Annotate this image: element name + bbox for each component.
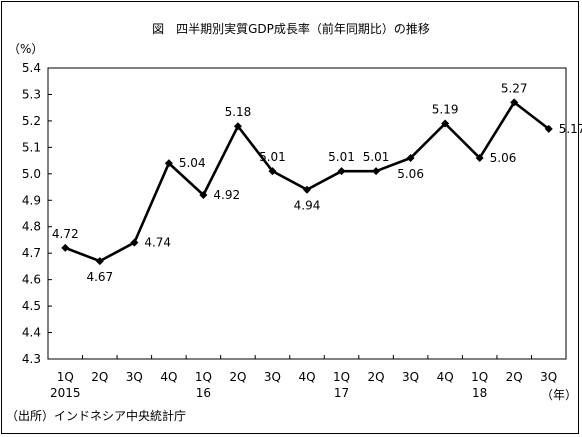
data-label: 4.94 [294, 199, 321, 213]
y-tick-label: 4.4 [22, 326, 41, 340]
data-point-marker [268, 167, 277, 176]
y-tick-label: 4.8 [22, 220, 41, 234]
y-axis-unit-label: （%） [8, 42, 43, 56]
y-tick-label: 4.9 [22, 193, 41, 207]
x-tick-label: 1Q [333, 370, 350, 384]
year-label: 17 [334, 386, 349, 400]
x-tick-label: 4Q [298, 370, 315, 384]
y-tick-label: 5.4 [22, 61, 41, 75]
y-tick-label: 4.5 [22, 299, 41, 313]
data-label: 4.74 [144, 236, 171, 250]
x-tick-label: 3Q [402, 370, 419, 384]
x-tick-label: 2Q [368, 370, 385, 384]
x-tick-label: 3Q [126, 370, 143, 384]
y-tick-label: 4.3 [22, 352, 41, 366]
data-label: 5.01 [328, 150, 355, 164]
year-label: 18 [472, 386, 487, 400]
year-label: 2015 [50, 386, 81, 400]
data-point-marker [544, 124, 553, 133]
data-point-marker [164, 159, 173, 168]
data-label: 5.01 [259, 150, 286, 164]
data-point-marker [95, 257, 104, 266]
data-label: 4.67 [86, 270, 113, 284]
data-point-marker [372, 167, 381, 176]
data-label: 5.06 [397, 167, 424, 181]
data-point-marker [199, 190, 208, 199]
data-label: 5.18 [225, 105, 252, 119]
data-label: 4.72 [52, 227, 79, 241]
data-point-marker [61, 243, 70, 252]
data-label: 5.01 [363, 150, 390, 164]
x-tick-label: 3Q [540, 370, 557, 384]
data-point-marker [303, 185, 311, 194]
data-label: 4.92 [213, 188, 240, 202]
x-tick-label: 2Q [229, 370, 246, 384]
data-point-marker [130, 238, 139, 247]
x-tick-label: 3Q [264, 370, 281, 384]
x-axis-unit-label: （年） [541, 388, 577, 402]
plot-area [47, 67, 567, 360]
y-tick-label: 4.6 [22, 273, 41, 287]
y-tick-label: 5.3 [22, 87, 41, 101]
y-tick-label: 5.2 [22, 114, 41, 128]
x-tick-label: 2Q [91, 370, 108, 384]
data-label: 5.19 [432, 103, 459, 117]
x-tick-label: 1Q [57, 370, 74, 384]
y-tick-label: 5.1 [22, 140, 41, 154]
data-label: 5.04 [179, 156, 206, 170]
data-label: 5.17 [559, 122, 582, 136]
x-tick-label: 1Q [471, 370, 488, 384]
y-tick-label: 5.0 [22, 167, 41, 181]
x-tick-label: 1Q [195, 370, 212, 384]
x-tick-label: 4Q [437, 370, 454, 384]
source-note: （出所）インドネシア中央統計庁 [6, 408, 186, 423]
gdp-growth-series-line [64, 100, 550, 263]
data-point-marker [406, 153, 415, 162]
year-label: 16 [196, 386, 211, 400]
x-tick-label: 4Q [160, 370, 177, 384]
data-point-marker [510, 98, 519, 107]
chart-title: 図 四半期別実質GDP成長率（前年同期比）の推移 [152, 21, 430, 36]
data-label: 5.06 [490, 151, 517, 165]
data-label: 5.27 [501, 81, 528, 95]
data-point-marker [337, 167, 346, 176]
y-tick-label: 4.7 [22, 246, 41, 260]
data-point-marker [441, 119, 450, 128]
x-tick-label: 2Q [506, 370, 523, 384]
data-point-marker [475, 153, 484, 162]
data-point-marker [233, 122, 242, 131]
